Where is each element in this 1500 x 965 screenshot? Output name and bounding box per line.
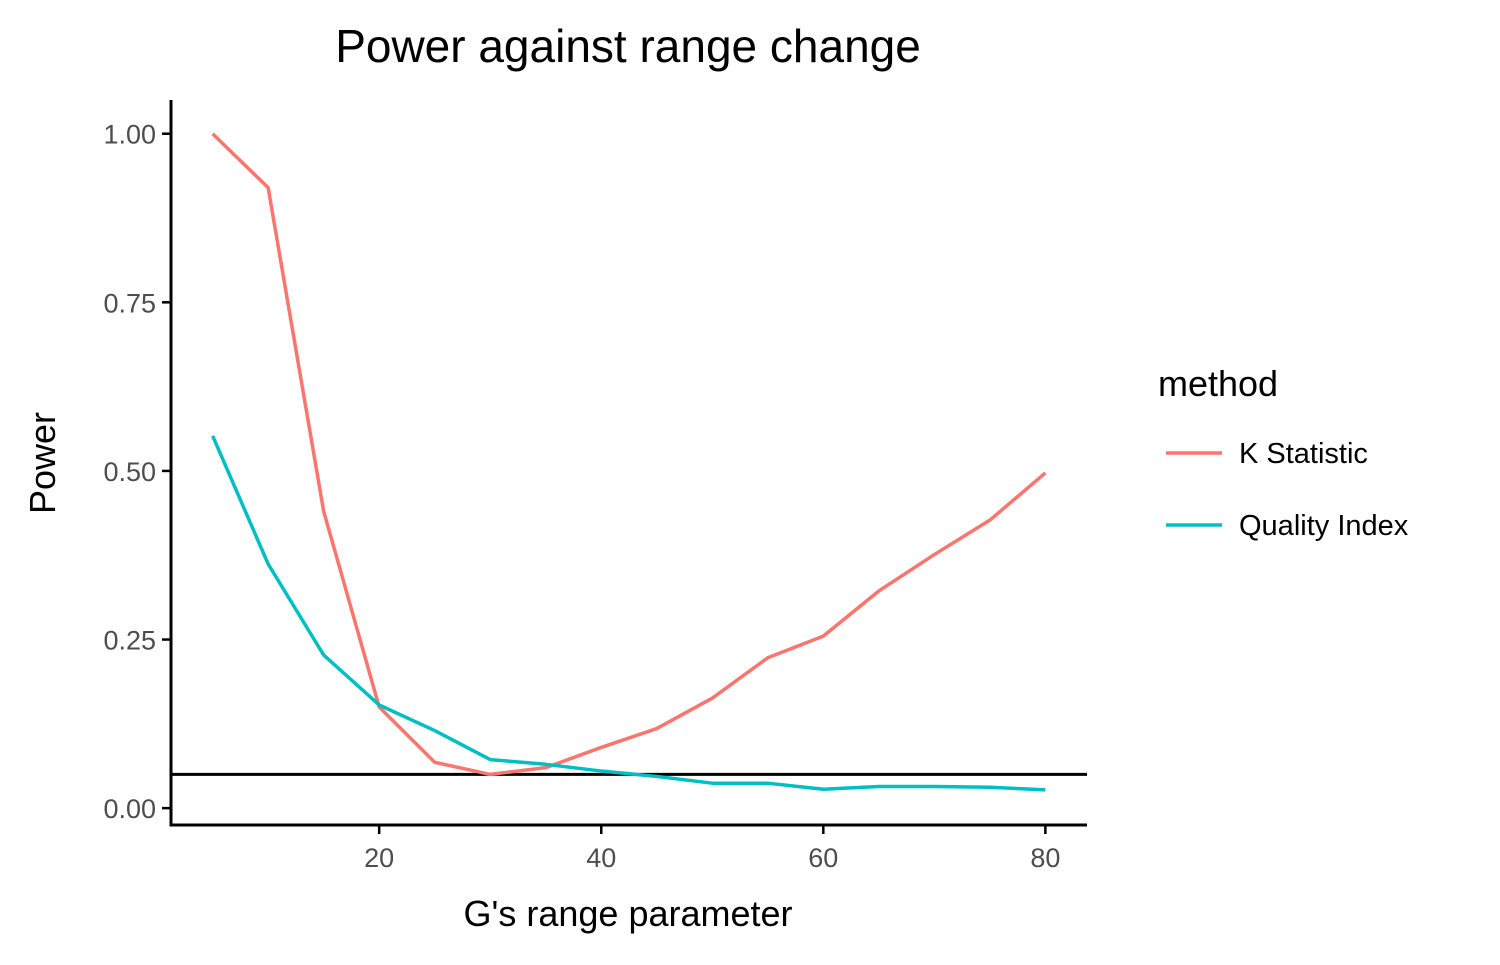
legend-label-k-statistic: K Statistic (1239, 438, 1368, 470)
x-tick-label: 80 (1030, 843, 1060, 873)
x-tick-label: 60 (808, 843, 838, 873)
legend-items: K Statistic Quality Index (1166, 438, 1409, 542)
y-tick-label: 0.00 (103, 794, 156, 824)
x-axis-title: G's range parameter (463, 893, 792, 934)
series-line-k-statistic (211, 132, 1047, 777)
legend: method K Statistic Quality Index (1158, 363, 1409, 542)
y-tick-label: 0.50 (103, 457, 156, 487)
y-tick-label: 0.75 (103, 288, 156, 318)
legend-title: method (1158, 363, 1278, 404)
series-line-quality-index (211, 435, 1046, 792)
legend-label-quality-index: Quality Index (1239, 510, 1409, 542)
chart-title: Power against range change (335, 20, 921, 72)
x-tick-label: 20 (364, 843, 394, 873)
y-axis-title: Power (22, 412, 63, 514)
y-tick-label: 1.00 (103, 120, 156, 150)
y-tick-label: 0.25 (103, 626, 156, 656)
x-tick-label: 40 (586, 843, 616, 873)
plot-area: 0.00 0.25 0.50 0.75 1.00 20 40 60 80 (103, 100, 1087, 873)
